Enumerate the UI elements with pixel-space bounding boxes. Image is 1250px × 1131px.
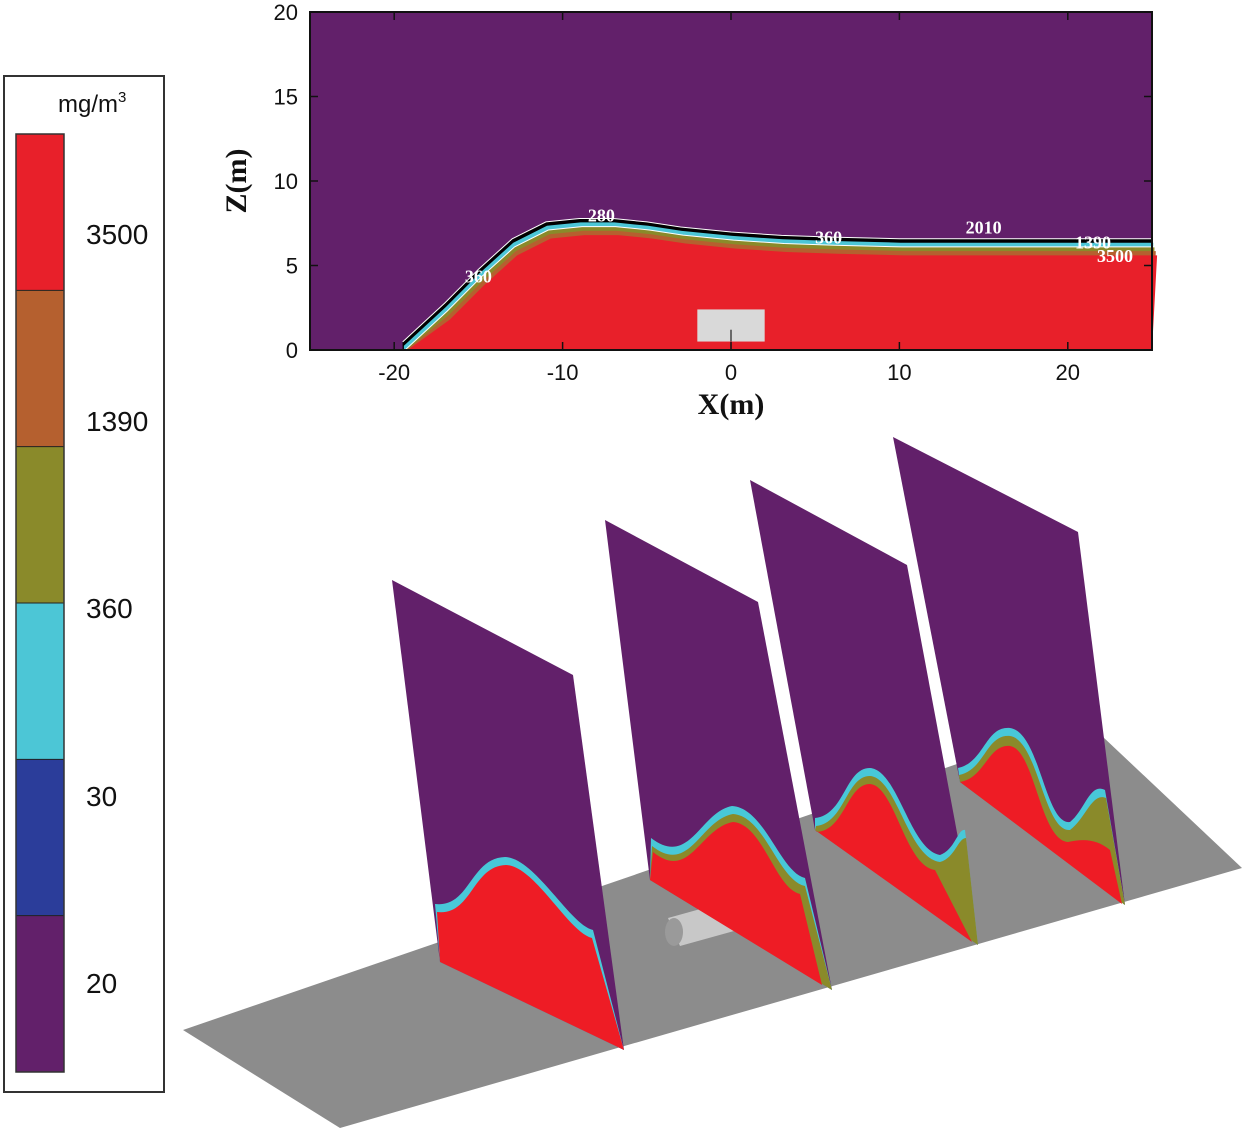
legend-swatch	[16, 446, 64, 603]
contour-line	[404, 226, 1155, 351]
slice-1-core	[437, 865, 624, 1050]
cylinder-end	[665, 918, 683, 946]
x-tick-label: 0	[725, 360, 737, 385]
y-tick-label: 5	[286, 254, 298, 279]
legend-swatch	[16, 915, 64, 1072]
legend-label: 3500	[86, 219, 148, 250]
legend-bar-outline	[15, 133, 65, 1073]
slice-3-core	[815, 784, 972, 942]
contour-label: 360	[465, 266, 492, 286]
x-tick-label: -10	[547, 360, 579, 385]
legend-label: 30	[86, 781, 117, 812]
contour-line	[402, 218, 1153, 343]
slices-3d	[183, 437, 1242, 1128]
legend-label: 1390	[86, 406, 148, 437]
contour-label: 3500	[1097, 246, 1133, 266]
y-axis-title: Z(m)	[220, 149, 253, 214]
legend-swatch	[16, 290, 64, 447]
contour-label: 2010	[966, 217, 1002, 237]
y-axis: 0 5 10 15 20	[274, 0, 1152, 363]
legend-unit: mg/m3	[58, 89, 126, 118]
legend-swatch	[16, 603, 64, 760]
x-axis-title: X(m)	[698, 388, 765, 421]
slice-3	[750, 480, 978, 945]
legend-label: 360	[86, 593, 133, 624]
legend-swatch	[16, 759, 64, 916]
legend-label: 20	[86, 968, 117, 999]
slice-1	[392, 580, 624, 1050]
x-tick-label: -20	[378, 360, 410, 385]
legend-swatch	[16, 134, 64, 291]
legend: mg/m3 3500 1390 360 30 20	[3, 75, 165, 1093]
x-axis: -20 -10 0 10 20	[378, 12, 1080, 385]
plume-band	[407, 235, 1158, 350]
slice-4-background	[893, 437, 1125, 905]
y-tick-label: 0	[286, 338, 298, 363]
slice-2	[605, 520, 832, 990]
slice-4	[893, 437, 1125, 905]
y-tick-label: 15	[274, 85, 298, 110]
y-tick-label: 20	[274, 0, 298, 25]
plume-bands	[402, 218, 1158, 351]
contour-label: 360	[815, 228, 842, 248]
y-tick-label: 10	[274, 169, 298, 194]
slice-4-core	[960, 745, 1122, 904]
x-tick-label: 20	[1056, 360, 1080, 385]
x-tick-label: 10	[887, 360, 911, 385]
slice-3-background	[750, 480, 978, 945]
contour-label: 1390	[1075, 233, 1111, 253]
legend-color-bar	[16, 134, 64, 1072]
slice-2-core	[650, 822, 822, 985]
contour-label: 280	[588, 206, 615, 226]
